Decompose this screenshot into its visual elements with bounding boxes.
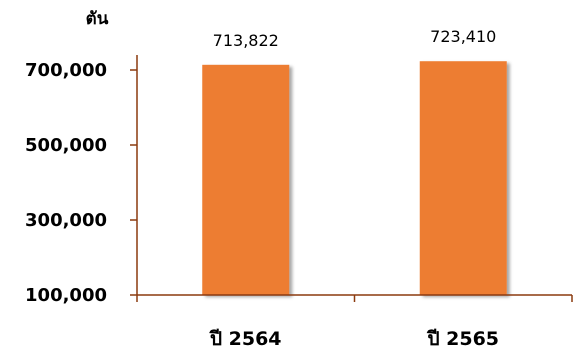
bar	[202, 64, 290, 296]
unit-label: ตัน	[86, 9, 109, 29]
data-label: 723,410	[430, 27, 496, 46]
y-tick-label: 500,000	[25, 135, 107, 156]
y-tick-label: 700,000	[25, 60, 107, 81]
x-tick-label: ปี 2565	[427, 328, 499, 350]
bar	[419, 61, 507, 295]
data-label: 713,822	[213, 31, 279, 50]
y-tick-label: 300,000	[25, 210, 107, 231]
x-tick-label: ปี 2564	[209, 328, 281, 350]
y-tick-label: 100,000	[25, 285, 107, 306]
